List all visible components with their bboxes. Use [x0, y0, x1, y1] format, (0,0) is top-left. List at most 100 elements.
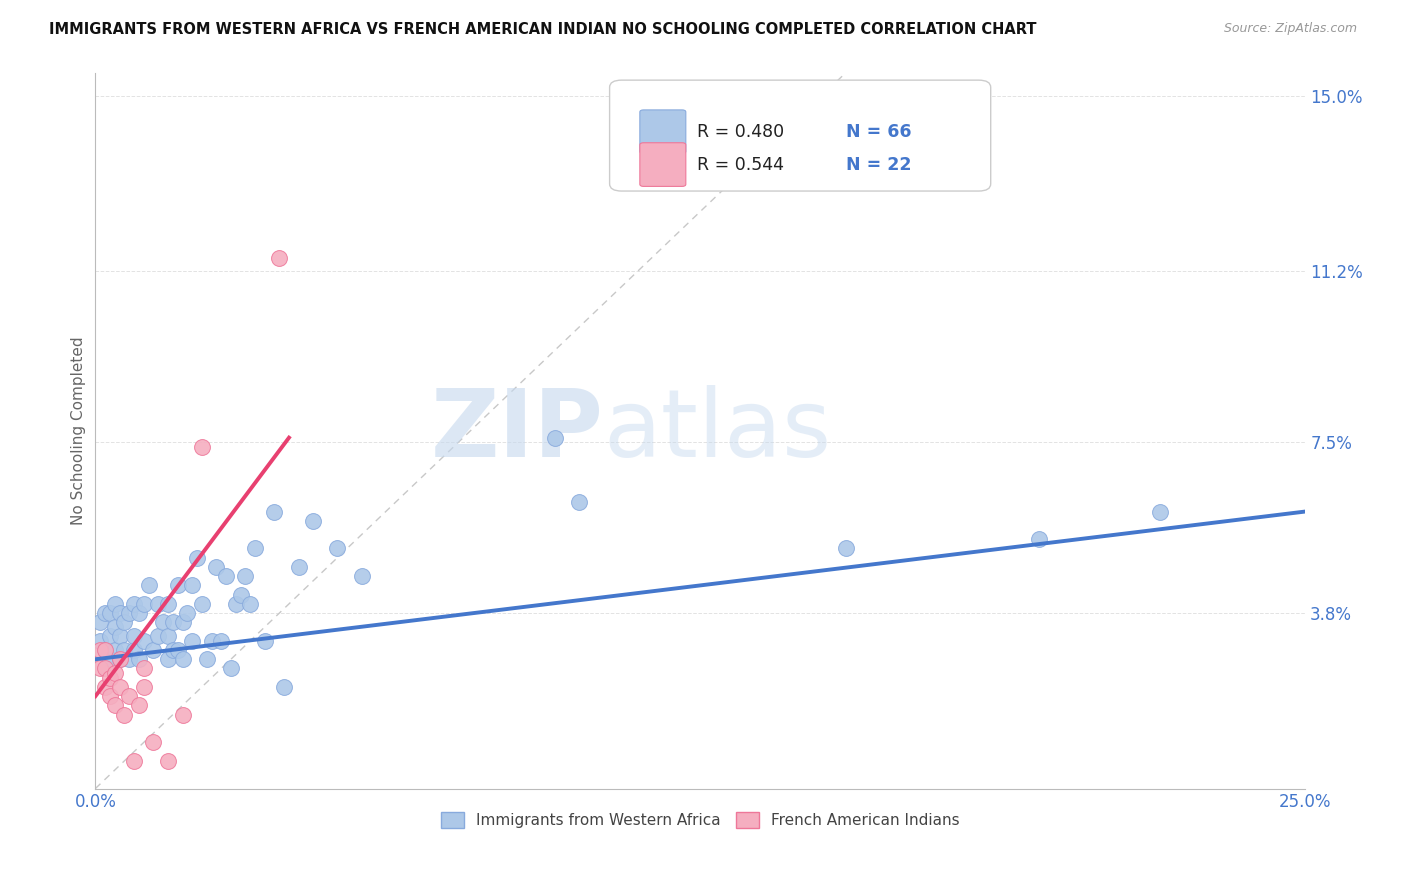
Point — [172, 707, 194, 722]
Point — [122, 643, 145, 657]
Point — [176, 606, 198, 620]
Point — [104, 643, 127, 657]
Point — [156, 652, 179, 666]
Point — [166, 578, 188, 592]
Point — [104, 666, 127, 681]
Point — [128, 606, 150, 620]
Point — [162, 643, 184, 657]
Text: atlas: atlas — [603, 384, 832, 476]
Text: Source: ZipAtlas.com: Source: ZipAtlas.com — [1223, 22, 1357, 36]
Point — [172, 615, 194, 630]
Point — [350, 569, 373, 583]
Point — [544, 431, 567, 445]
Point — [122, 597, 145, 611]
Point — [132, 597, 155, 611]
FancyBboxPatch shape — [610, 80, 991, 191]
Point — [104, 597, 127, 611]
Point — [108, 606, 131, 620]
Point — [142, 643, 165, 657]
Point — [98, 671, 121, 685]
Point — [225, 597, 247, 611]
Point — [302, 514, 325, 528]
Point — [114, 643, 136, 657]
Point — [148, 629, 170, 643]
Point — [98, 629, 121, 643]
Point — [287, 560, 309, 574]
Point — [200, 633, 222, 648]
Point — [138, 578, 160, 592]
Point — [108, 629, 131, 643]
Point — [94, 680, 117, 694]
Point — [89, 633, 111, 648]
Text: N = 66: N = 66 — [845, 123, 911, 141]
Point — [132, 661, 155, 675]
Point — [104, 698, 127, 713]
Point — [108, 680, 131, 694]
Point — [209, 633, 232, 648]
Point — [235, 569, 257, 583]
Point — [156, 754, 179, 768]
Point — [142, 735, 165, 749]
Point — [186, 550, 208, 565]
Point — [162, 615, 184, 630]
Point — [166, 643, 188, 657]
Point — [122, 754, 145, 768]
Point — [253, 633, 276, 648]
Point — [128, 652, 150, 666]
Point — [1149, 504, 1171, 518]
Text: R = 0.480: R = 0.480 — [697, 123, 783, 141]
Point — [89, 643, 111, 657]
Point — [229, 588, 252, 602]
Point — [132, 633, 155, 648]
Point — [94, 643, 117, 657]
Point — [181, 578, 204, 592]
Point — [98, 652, 121, 666]
Point — [239, 597, 262, 611]
Point — [215, 569, 238, 583]
Point — [89, 615, 111, 630]
Point — [205, 560, 228, 574]
Point — [243, 541, 266, 556]
Point — [152, 615, 174, 630]
FancyBboxPatch shape — [640, 110, 686, 153]
Point — [94, 606, 117, 620]
Point — [1028, 533, 1050, 547]
Point — [118, 606, 141, 620]
FancyBboxPatch shape — [640, 143, 686, 186]
Point — [191, 440, 214, 454]
Text: ZIP: ZIP — [430, 384, 603, 476]
Point — [132, 680, 155, 694]
Point — [104, 620, 127, 634]
Point — [114, 707, 136, 722]
Point — [114, 615, 136, 630]
Text: R = 0.544: R = 0.544 — [697, 155, 783, 174]
Point — [219, 661, 242, 675]
Point — [98, 606, 121, 620]
Point — [156, 629, 179, 643]
Point — [128, 698, 150, 713]
Point — [269, 251, 291, 265]
Point — [326, 541, 349, 556]
Point — [108, 652, 131, 666]
Point — [89, 661, 111, 675]
Point — [94, 661, 117, 675]
Legend: Immigrants from Western Africa, French American Indians: Immigrants from Western Africa, French A… — [434, 806, 966, 835]
Point — [568, 495, 591, 509]
Point — [98, 689, 121, 703]
Point — [122, 629, 145, 643]
Point — [148, 597, 170, 611]
Point — [834, 541, 856, 556]
Text: N = 22: N = 22 — [845, 155, 911, 174]
Point — [118, 652, 141, 666]
Point — [118, 689, 141, 703]
Point — [108, 652, 131, 666]
Point — [181, 633, 204, 648]
Point — [273, 680, 295, 694]
Point — [94, 643, 117, 657]
Point — [172, 652, 194, 666]
Point — [263, 504, 285, 518]
Text: IMMIGRANTS FROM WESTERN AFRICA VS FRENCH AMERICAN INDIAN NO SCHOOLING COMPLETED : IMMIGRANTS FROM WESTERN AFRICA VS FRENCH… — [49, 22, 1036, 37]
Point — [156, 597, 179, 611]
Point — [191, 597, 214, 611]
Y-axis label: No Schooling Completed: No Schooling Completed — [72, 336, 86, 525]
